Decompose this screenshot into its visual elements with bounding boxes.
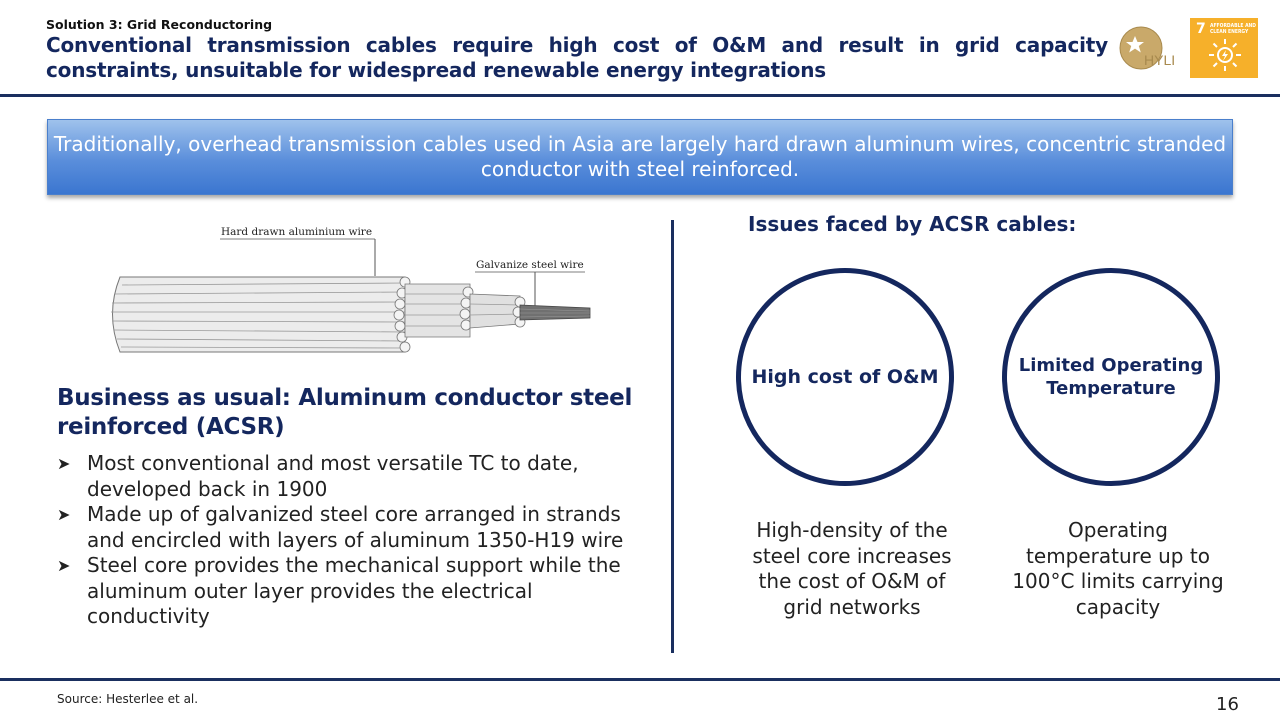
- sdg7-badge: 7 AFFORDABLE AND CLEAN ENERGY: [1190, 18, 1258, 78]
- intro-banner: Traditionally, overhead transmission cab…: [47, 119, 1233, 195]
- hyli-logo: HYLI: [1118, 24, 1188, 74]
- issues-title: Issues faced by ACSR cables:: [748, 212, 1077, 236]
- column-divider: [671, 220, 674, 653]
- footer-rule: [0, 678, 1280, 681]
- bullet-text: Most conventional and most versatile TC …: [87, 451, 579, 501]
- issue-circle-temperature: Limited Operating Temperature: [1002, 268, 1220, 486]
- bau-title: Business as usual: Aluminum conductor st…: [57, 385, 633, 440]
- list-item: ➤ Steel core provides the mechanical supp…: [57, 553, 637, 630]
- sdg-label-line2: CLEAN ENERGY: [1210, 29, 1249, 35]
- arrow-bullet-icon: ➤: [57, 505, 71, 524]
- label-steel-wire: Galvanize steel wire: [476, 259, 584, 271]
- section-kicker: Solution 3: Grid Reconductoring: [46, 17, 273, 32]
- arrow-bullet-icon: ➤: [57, 454, 71, 473]
- issue-label: Limited Operating Temperature: [1018, 355, 1204, 399]
- bullet-text: Steel core provides the mechanical suppo…: [87, 553, 621, 628]
- header-rule: [0, 94, 1280, 97]
- acsr-bullet-list: ➤ Most conventional and most versatile TC…: [57, 451, 637, 630]
- sdg-label: AFFORDABLE AND CLEAN ENERGY: [1210, 23, 1256, 35]
- sdg-number: 7: [1196, 21, 1206, 37]
- acsr-cable-diagram: Hard drawn aluminium wire Galvanize stee…: [100, 222, 600, 362]
- logo-text: HYLI: [1144, 52, 1175, 68]
- list-item: ➤ Made up of galvanized steel core arrang…: [57, 502, 637, 553]
- list-item: ➤ Most conventional and most versatile TC…: [57, 451, 637, 502]
- issue-description-cost: High-density of the steel core increases…: [752, 518, 952, 619]
- bullet-text: Made up of galvanized steel core arrange…: [87, 502, 624, 552]
- label-aluminium-wire: Hard drawn aluminium wire: [221, 226, 372, 238]
- sun-power-icon: [1209, 39, 1241, 71]
- arrow-bullet-icon: ➤: [57, 556, 71, 575]
- issue-description-temperature: Operating temperature up to 100°C limits…: [1012, 518, 1224, 619]
- issue-circle-cost: High cost of O&M: [736, 268, 954, 486]
- sdg-label-line1: AFFORDABLE AND: [1210, 23, 1257, 29]
- slide-title: Conventional transmission cables require…: [46, 33, 1108, 82]
- issue-label: High cost of O&M: [751, 366, 939, 388]
- page-number: 16: [1216, 694, 1239, 715]
- source-note: Source: Hesterlee et al.: [57, 692, 199, 706]
